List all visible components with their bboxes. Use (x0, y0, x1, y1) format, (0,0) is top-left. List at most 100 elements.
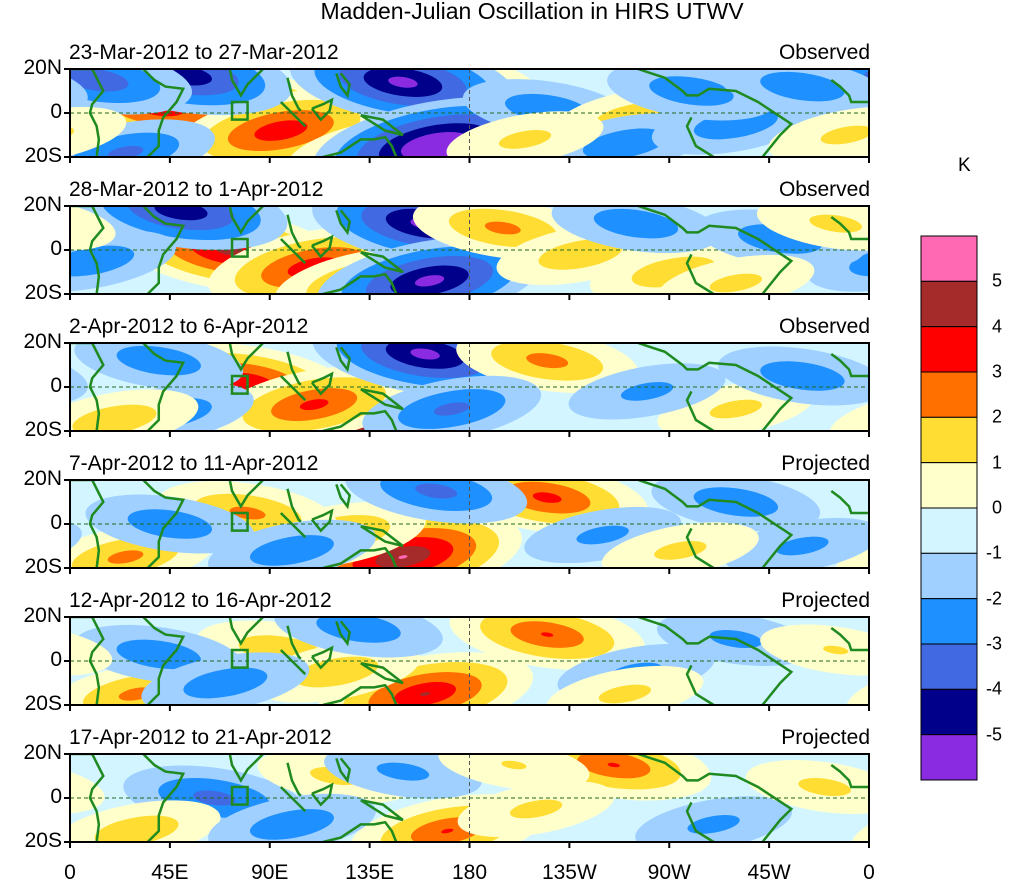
coastline (685, 390, 715, 431)
coastline (228, 617, 264, 646)
lat-label: 20S (24, 692, 62, 715)
lat-label: 20S (24, 829, 62, 852)
lat-label: 0 (50, 785, 62, 808)
colorbar-label: 2 (992, 406, 1003, 427)
colorbar-swatch (920, 688, 978, 736)
anomaly-contour (687, 815, 740, 834)
coastline (685, 664, 715, 705)
coastline (830, 352, 869, 378)
coastline (279, 375, 307, 402)
coastline (310, 234, 334, 259)
colorbar-swatch (920, 734, 978, 781)
panel-date-range: 17-Apr-2012 to 21-Apr-2012 (69, 726, 332, 749)
colorbar (920, 235, 978, 781)
coastline (830, 215, 869, 241)
anomaly-contour (376, 762, 430, 781)
coastline (310, 508, 334, 533)
colorbar-swatch (920, 598, 978, 645)
anomaly-contour (998, 95, 1015, 130)
lat-label: 0 (50, 648, 62, 671)
anomaly-contour (654, 541, 707, 560)
colorbar-label: 4 (992, 316, 1003, 337)
anomaly-contour (968, 76, 1015, 186)
colorbar-swatch (920, 462, 978, 509)
coastline (637, 206, 794, 294)
coastline (286, 625, 302, 660)
anomaly-contour (116, 639, 201, 670)
lat-label: 20N (23, 604, 62, 627)
anomaly-contour (388, 76, 418, 88)
anomaly-contour (930, 94, 986, 120)
anomaly-contour (929, 62, 1015, 163)
anomaly-contour (398, 555, 408, 559)
map-panel (64, 198, 1008, 300)
anomaly-contour (873, 24, 1015, 127)
anomaly-contour (996, 89, 1015, 172)
coastline (322, 546, 398, 568)
lon-label: 45E (151, 861, 189, 884)
anomaly-contour (441, 828, 454, 834)
coastline (286, 351, 302, 386)
anomaly-contour (422, 140, 450, 152)
anomaly-contour (952, 73, 1015, 152)
coastline (228, 206, 264, 235)
anomaly-contour (72, 404, 157, 431)
anomaly-contour (851, 69, 869, 146)
anomaly-contour (316, 617, 401, 643)
colorbar-swatch (920, 643, 978, 690)
anomaly-contour (952, 198, 1008, 224)
coastline (279, 101, 307, 128)
anomaly-contour (498, 130, 552, 149)
anomaly-contour (183, 667, 268, 699)
lon-label: 45W (747, 861, 791, 884)
anomaly-contour (70, 206, 116, 251)
colorbar-label: 3 (992, 361, 1003, 382)
coastline (685, 801, 715, 842)
coastline (279, 512, 307, 539)
anomaly-contour (249, 809, 334, 840)
colorbar-label: -4 (986, 678, 1003, 699)
lon-label: 135W (541, 861, 597, 884)
lon-label: 0 (64, 861, 76, 884)
panel-date-range: 12-Apr-2012 to 16-Apr-2012 (69, 589, 332, 612)
anomaly-contour (929, 50, 1015, 102)
colorbar-swatch (920, 507, 978, 554)
coastline (228, 754, 264, 783)
coastline (228, 480, 264, 509)
anomaly-contour (991, 788, 1015, 808)
anomaly-contour (299, 399, 329, 411)
anomaly-contour (70, 624, 113, 676)
coastline (70, 754, 105, 842)
coastline (142, 343, 186, 431)
coastline (142, 617, 186, 705)
coastline (142, 754, 186, 842)
anomaly-contour (410, 348, 440, 360)
coastline (70, 480, 105, 568)
lat-label: 20S (24, 555, 62, 578)
panel-date-range: 23-Mar-2012 to 27-Mar-2012 (69, 41, 339, 64)
anomaly-contour (501, 760, 527, 770)
colorbar-label: -5 (986, 724, 1003, 745)
coastline (228, 343, 264, 372)
anomaly-contour (776, 536, 829, 556)
anomaly-contour (1002, 509, 1015, 592)
anomaly-contour (414, 275, 445, 287)
anomaly-contour (874, 68, 1015, 145)
coastline (286, 77, 302, 112)
anomaly-contour (649, 76, 734, 106)
coastline (279, 238, 307, 265)
anomaly-contour (249, 535, 334, 566)
colorbar-label: -1 (986, 542, 1003, 563)
coastline (360, 661, 404, 685)
lon-label: 90E (251, 861, 289, 884)
index-box (230, 511, 249, 532)
index-box (230, 100, 249, 121)
anomaly-contour (254, 120, 308, 141)
anomaly-contour (901, 37, 1015, 114)
coastline (360, 387, 404, 411)
coastline (360, 798, 404, 822)
lat-label: 0 (50, 100, 62, 123)
coastline (322, 409, 398, 431)
coastline (335, 620, 351, 647)
